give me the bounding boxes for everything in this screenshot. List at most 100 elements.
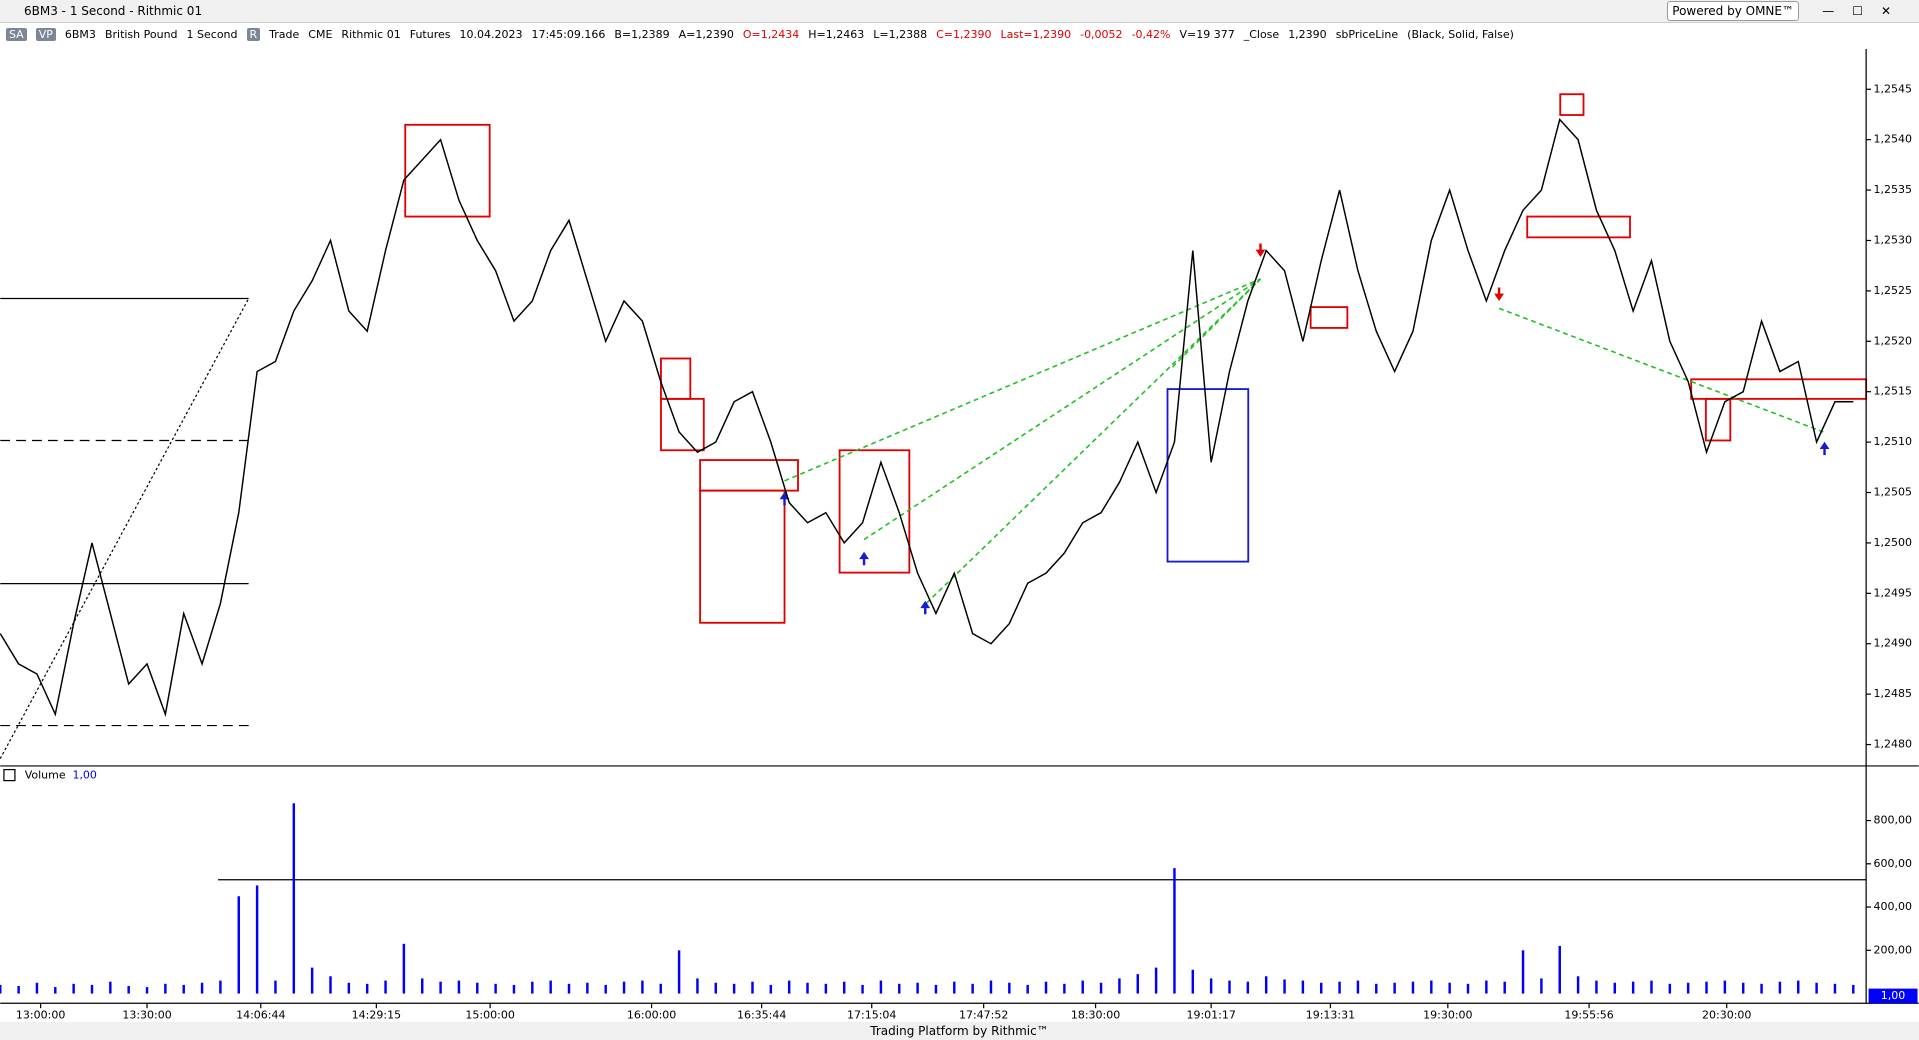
y-tick-label: 1,2485: [1873, 687, 1912, 700]
volume-bar: [109, 981, 112, 994]
y-tick-label: 1,2520: [1873, 334, 1912, 347]
x-tick-label: 19:13:31: [1306, 1009, 1355, 1022]
volume-bar: [1852, 984, 1855, 994]
volume-bar: [512, 984, 516, 994]
volume-bar: [457, 980, 461, 994]
volume-bar: [1320, 982, 1323, 994]
volume-bar: [402, 943, 406, 994]
close-box[interactable]: [3, 768, 16, 782]
toolbar-item: 10.04.2023: [459, 27, 523, 41]
volume-bar: [164, 983, 167, 994]
brand: Powered by OMNE™: [1667, 1, 1799, 21]
toolbar: SA VP 6BM3 British Pound 1 Second R Trade CME Ri…: [6, 26, 1514, 42]
volume-bar: [751, 981, 754, 994]
toolbar-item: 17:45:09.166: [531, 27, 606, 41]
rectangle: [1166, 388, 1250, 563]
toolbar-item: H=1,2463: [808, 27, 865, 41]
volume-bar: [1356, 980, 1360, 994]
footer: Trading Platform by Rithmic™: [0, 1022, 1919, 1040]
volume-bar: [1008, 982, 1011, 994]
volume-bar: [787, 980, 791, 994]
volume-bar: [1686, 982, 1690, 994]
toolbar-item: (Black, Solid, False): [1407, 27, 1514, 41]
volume-label-bg: [1868, 988, 1918, 1004]
toolbar-item: CME: [308, 27, 333, 41]
x-tick-label: 14:06:44: [236, 1009, 285, 1022]
volume-bar: [1026, 984, 1029, 994]
volume-bar: [531, 981, 534, 994]
volume-bar: [1741, 982, 1745, 994]
volume-bar: [824, 983, 828, 994]
drawings: [0, 93, 1868, 881]
window-title: 6BM3 - 1 Second - Rithmic 01: [24, 4, 203, 18]
footer-text: Trading Platform by Rithmic™: [870, 1024, 1049, 1038]
x-tick-label: 13:30:00: [122, 1009, 171, 1022]
volume-bar: [1815, 982, 1818, 994]
buy-arrows: [779, 441, 1830, 615]
volume-bar: [1154, 967, 1158, 994]
x-tick-label: 20:30:00: [1702, 1009, 1751, 1022]
volume-bar: [677, 950, 681, 994]
volume-bar: [365, 983, 369, 994]
volume-bar: [200, 982, 204, 994]
volume-bar: [934, 984, 938, 994]
toolbar-item[interactable]: SA: [6, 27, 27, 41]
toolbar-item: British Pound: [104, 27, 178, 41]
volume-bar: [1375, 983, 1378, 994]
toolbar-item: sbPriceLine: [1335, 27, 1399, 41]
toolbar-item: B=1,2389: [614, 27, 670, 41]
volume-bar: [329, 976, 332, 994]
volume-bar: [1209, 978, 1213, 994]
volume-bar: [989, 980, 993, 994]
y-tick-label: 800,00: [1873, 814, 1912, 827]
y-tick-label: 1,2530: [1873, 233, 1912, 246]
x-tick-label: 19:55:56: [1564, 1009, 1613, 1022]
volume-bar: [1173, 868, 1176, 994]
volume-bar: [1631, 981, 1635, 994]
volume-bar: [842, 981, 846, 994]
toolbar-item: Rithmic 01: [341, 27, 401, 41]
volume-bar: [898, 983, 901, 994]
x-tick-label: 19:01:17: [1186, 1009, 1235, 1022]
y-tick-label: 1,2545: [1873, 82, 1912, 95]
x-tick-label: 16:35:44: [737, 1009, 786, 1022]
volume-bar: [182, 984, 185, 994]
volume-bar: [384, 980, 387, 994]
y-tick-label: 1,2535: [1873, 183, 1912, 196]
volume-bar: [127, 985, 130, 994]
volume-bar: [35, 982, 39, 994]
volume-bar: [255, 885, 259, 994]
y-tick-label: 1,2500: [1873, 536, 1912, 549]
volume-bar: [476, 982, 479, 994]
volume-bar: [586, 982, 589, 994]
toolbar-item: V=19 377: [1179, 27, 1235, 41]
toolbar-item[interactable]: VP: [35, 27, 56, 41]
toolbar-item: -0,42%: [1131, 27, 1171, 41]
volume-bar: [1448, 982, 1451, 994]
volume-bar: [732, 983, 736, 994]
volume-bar: [1411, 981, 1415, 994]
window-buttons[interactable]: —☐✕: [1822, 4, 1909, 18]
volume-bar: [1430, 980, 1433, 994]
toolbar-item: Trade: [269, 27, 300, 41]
volume-bar: [0, 984, 2, 994]
volume-bar: [439, 981, 442, 994]
volume-bar: [1393, 982, 1396, 994]
volume-bar: [421, 978, 424, 994]
volume-bar: [1705, 981, 1708, 994]
volume-bar: [1118, 978, 1121, 994]
volume-bar: [861, 984, 864, 994]
price-line: [0, 118, 1854, 718]
volume-bar: [1136, 974, 1139, 994]
volume-bar: [1228, 980, 1231, 994]
volume-bar: [659, 983, 662, 994]
y-tick-label: 200,00: [1873, 943, 1912, 956]
volume-bar: [806, 982, 809, 994]
volume-bar: [879, 980, 883, 994]
toolbar-item: Last=1,2390: [1000, 27, 1072, 41]
toolbar-item: O=1,2434: [742, 27, 800, 41]
x-tick-label: 15:00:00: [465, 1009, 514, 1022]
volume-bar: [1283, 979, 1286, 994]
toolbar-item[interactable]: R: [246, 27, 261, 41]
volume-bar: [1503, 981, 1506, 994]
